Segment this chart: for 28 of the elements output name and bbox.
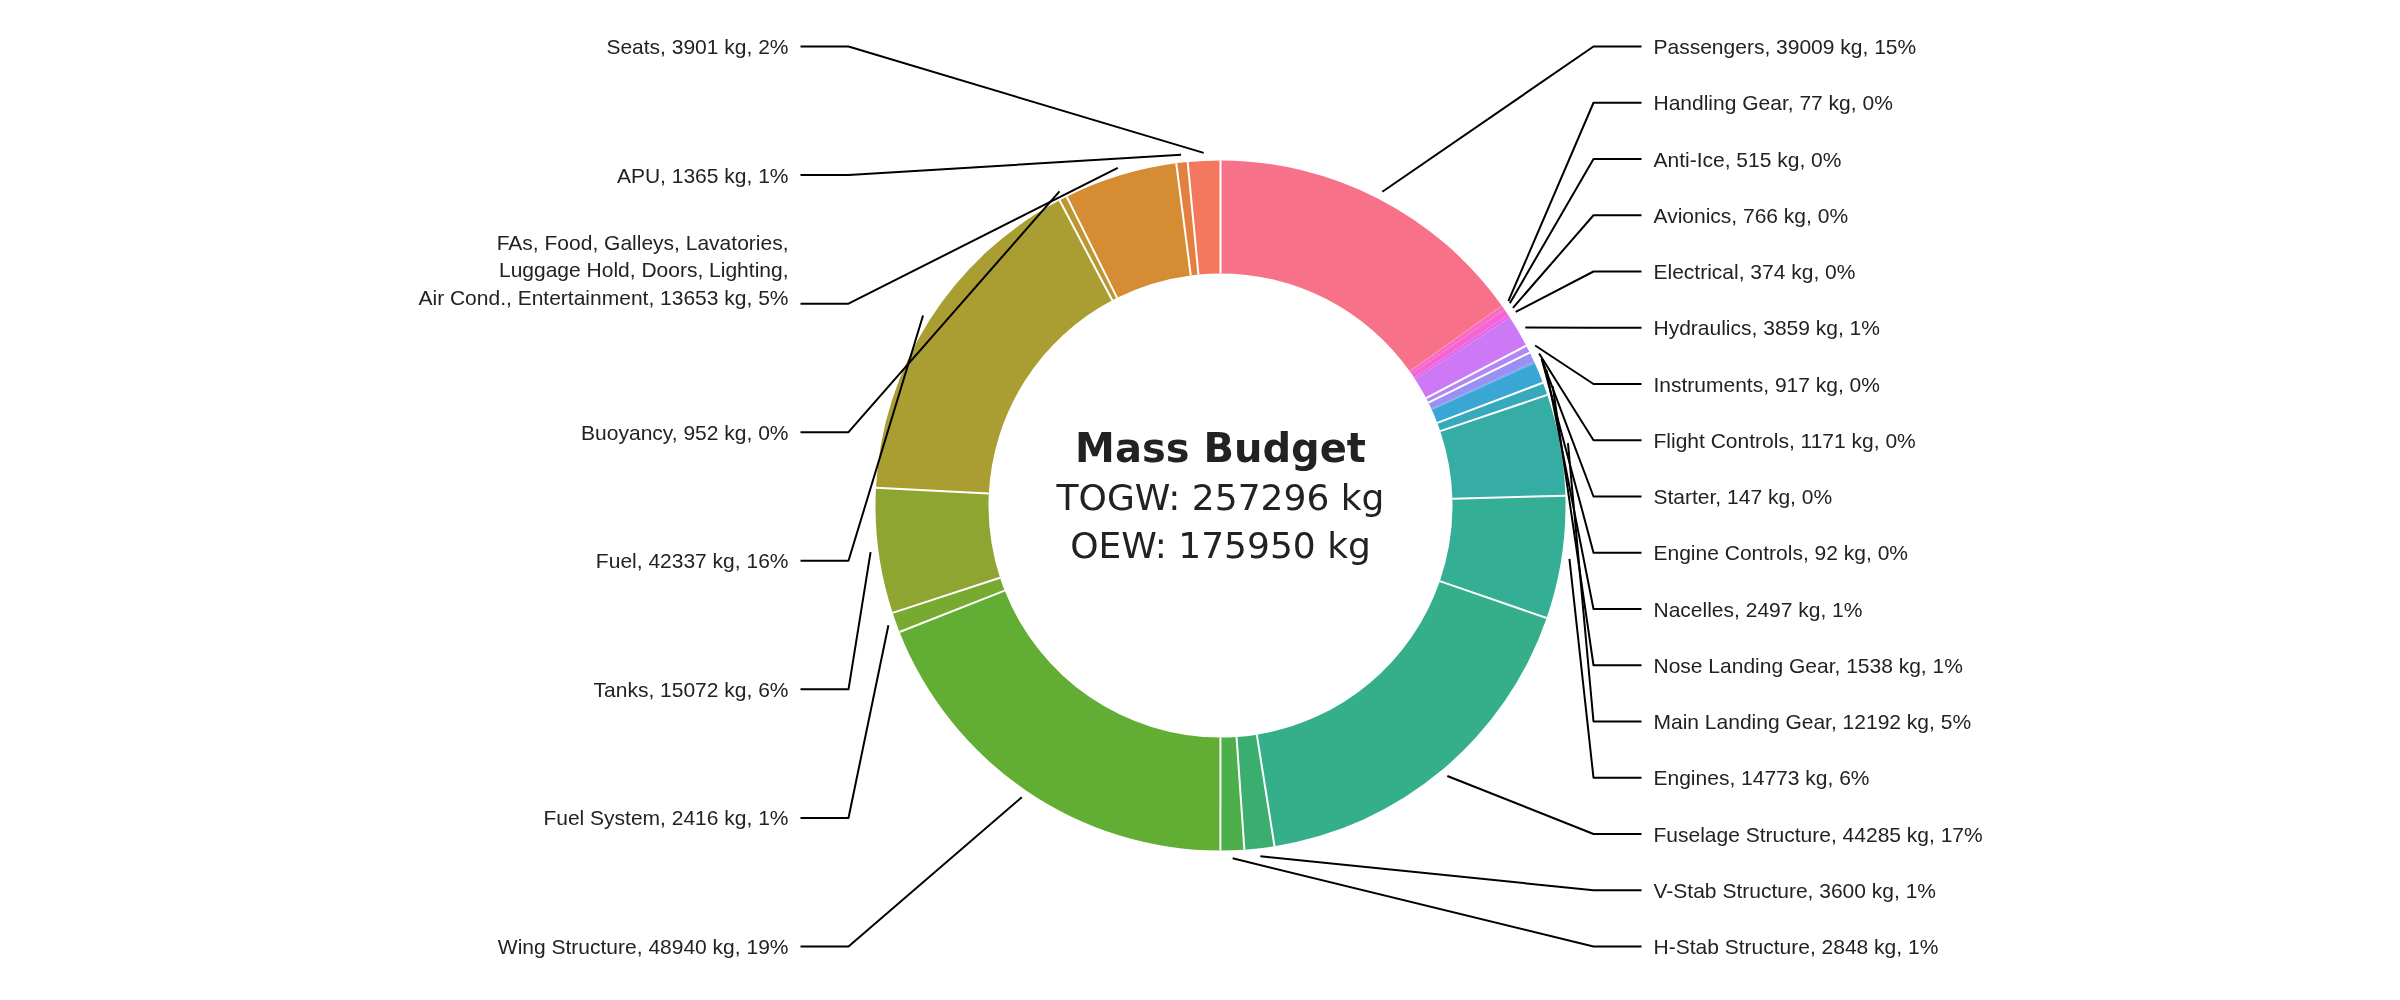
slice-label: Seats, 3901 kg, 2%: [606, 35, 789, 58]
text: OEW: 175950 kg: [1070, 525, 1371, 566]
slice-label: Fuel, 42337 kg, 16%: [595, 549, 789, 573]
slice-label: H-Stab Structure, 2848 kg, 1%: [1653, 935, 1939, 958]
slice-label: V-Stab Structure, 3600 kg, 1%: [1653, 878, 1936, 902]
slice-label: Engines, 14773 kg, 6%: [1653, 766, 1870, 790]
text: Mass Budget: [1075, 424, 1366, 471]
slice-label: FAs, Food, Galleys, Lavatories, Luggage Hold, Doors, Lighting, Air Cond., Entertainment, 13653 kg, 5%: [418, 230, 789, 309]
slice-label: Avionics, 766 kg, 0%: [1653, 203, 1849, 227]
slice-label: APU, 1365 kg, 1%: [616, 163, 789, 187]
slice-label: Fuselage Structure, 44285 kg, 17%: [1653, 822, 1983, 846]
slice-label: Flight Controls, 1171 kg, 0%: [1653, 428, 1916, 452]
slice-label: Buoyancy, 952 kg, 0%: [581, 420, 789, 444]
text: TOGW: 257296 kg: [1055, 477, 1385, 518]
slice-label: Nose Landing Gear, 1538 kg, 1%: [1653, 653, 1963, 677]
slice-label: Electrical, 374 kg, 0%: [1653, 260, 1856, 283]
slice-label: Passengers, 39009 kg, 15%: [1653, 35, 1917, 58]
slice-label: Fuel System, 2416 kg, 1%: [543, 806, 789, 830]
slice-label: Hydraulics, 3859 kg, 1%: [1653, 316, 1880, 340]
slice-label: Handling Gear, 77 kg, 0%: [1653, 91, 1893, 115]
slice-label: Tanks, 15072 kg, 6%: [593, 677, 789, 701]
slice-label: Anti-Ice, 515 kg, 0%: [1653, 147, 1842, 171]
slice-label: Wing Structure, 48940 kg, 19%: [497, 935, 789, 958]
slice-label: Main Landing Gear, 12192 kg, 5%: [1653, 710, 1972, 733]
slice-label: Engine Controls, 92 kg, 0%: [1653, 541, 1908, 565]
slice-label: Nacelles, 2497 kg, 1%: [1653, 597, 1863, 621]
slice-label: Instruments, 917 kg, 0%: [1653, 372, 1880, 396]
slice-label: Starter, 147 kg, 0%: [1653, 485, 1833, 508]
